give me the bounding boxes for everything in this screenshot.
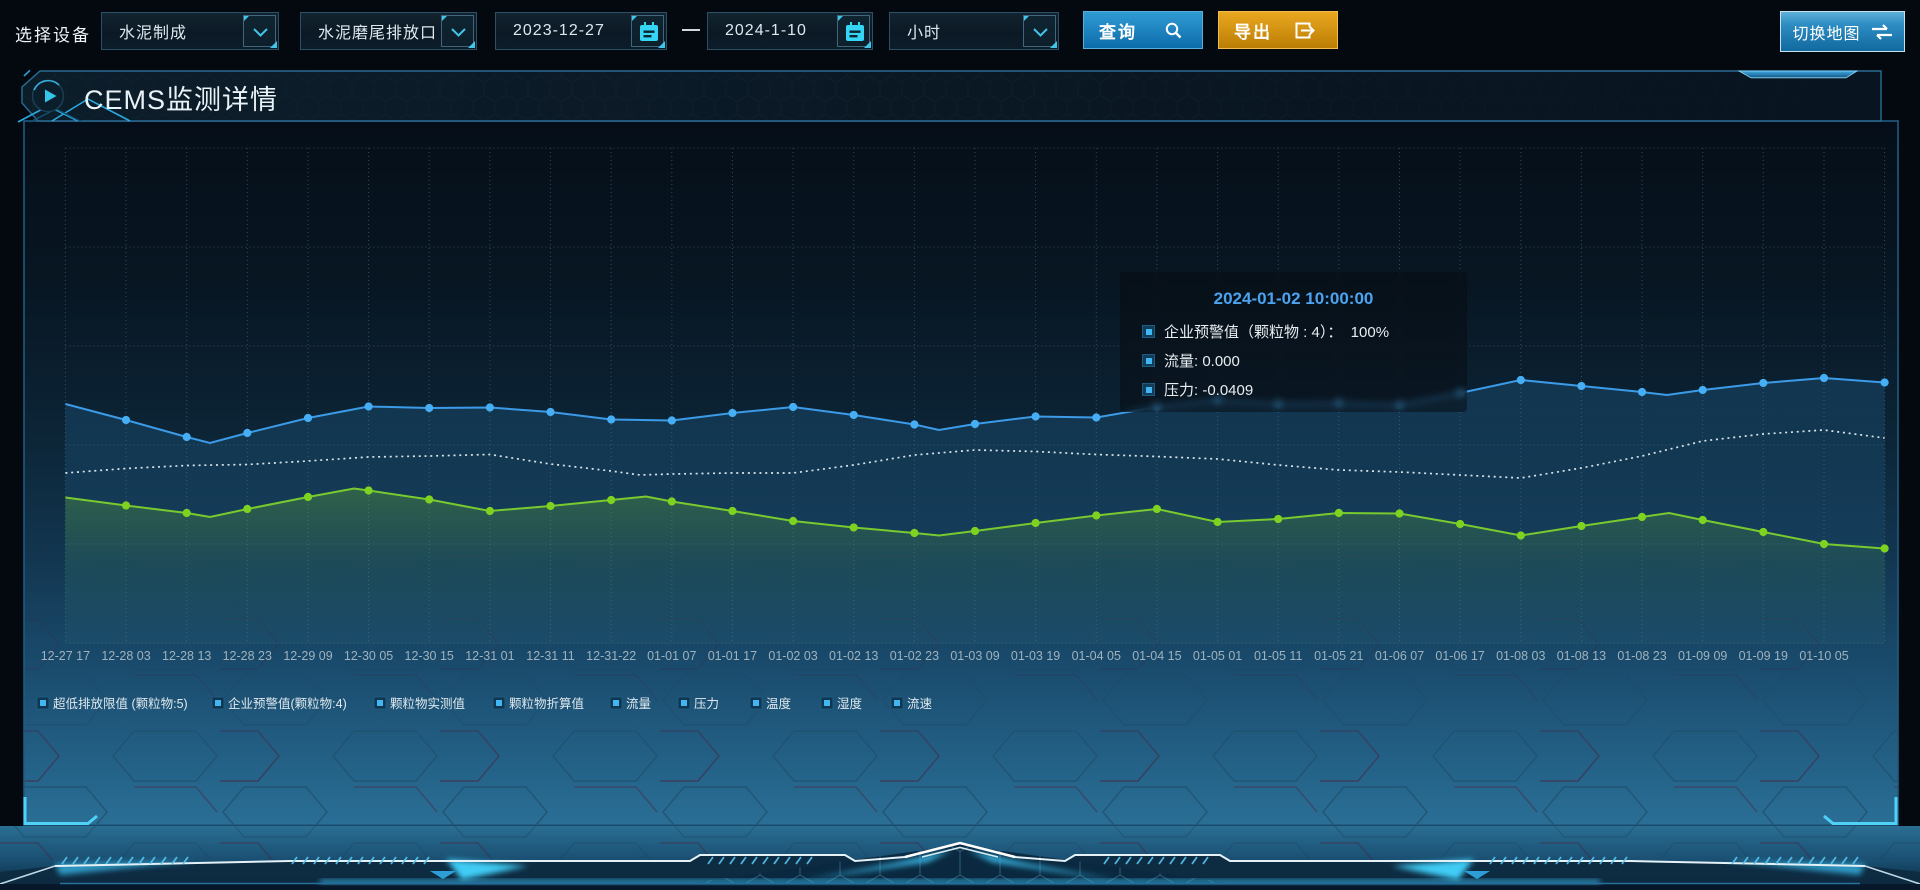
svg-text:01-09 09: 01-09 09 [1678,649,1727,663]
svg-text:01-01 07: 01-01 07 [647,649,696,663]
svg-text:01-03 09: 01-03 09 [950,649,999,663]
svg-text:12-28 03: 12-28 03 [101,649,150,663]
svg-text:颗粒物折算值: 颗粒物折算值 [509,696,584,711]
svg-text:12-31 01: 12-31 01 [465,649,514,663]
svg-text:01-04 15: 01-04 15 [1132,649,1181,663]
svg-text:12-28 13: 12-28 13 [162,649,211,663]
svg-text:企业预警值(颗粒物:4): 企业预警值(颗粒物:4) [228,696,347,711]
svg-text:01-02 13: 01-02 13 [829,649,878,663]
svg-text:12-27 17: 12-27 17 [41,649,90,663]
svg-text:12-31 11: 12-31 11 [526,649,574,663]
svg-text:颗粒物实测值: 颗粒物实测值 [390,696,465,711]
svg-text:01-03 19: 01-03 19 [1011,649,1060,663]
svg-text:01-05 11: 01-05 11 [1254,649,1302,663]
svg-text:01-08 13: 01-08 13 [1557,649,1606,663]
svg-text:流量: 流量 [626,697,651,711]
svg-text:01-05 01: 01-05 01 [1193,649,1242,663]
svg-text:01-06 17: 01-06 17 [1435,649,1484,663]
svg-text:12-29 09: 12-29 09 [283,649,332,663]
svg-text:流速: 流速 [907,697,933,711]
svg-text:12-30 15: 12-30 15 [405,649,454,663]
svg-text:01-08 23: 01-08 23 [1617,649,1666,663]
svg-text:01-10 05: 01-10 05 [1799,649,1848,663]
svg-text:温度: 温度 [766,696,792,711]
svg-text:压力: 压力 [694,697,719,711]
svg-text:01-06 07: 01-06 07 [1375,649,1424,663]
svg-text:12-30 05: 12-30 05 [344,649,393,663]
svg-text:01-02 03: 01-02 03 [768,649,817,663]
svg-text:超低排放限值 (颗粒物:5): 超低排放限值 (颗粒物:5) [53,696,188,711]
svg-text:01-04 05: 01-04 05 [1072,649,1121,663]
svg-text:湿度: 湿度 [837,696,863,711]
svg-text:12-28 23: 12-28 23 [223,649,272,663]
svg-text:01-05 21: 01-05 21 [1314,649,1363,663]
svg-text:01-08 03: 01-08 03 [1496,649,1545,663]
svg-text:01-01 17: 01-01 17 [708,649,757,663]
svg-text:01-02 23: 01-02 23 [890,649,939,663]
svg-text:12-31-22: 12-31-22 [586,649,636,663]
svg-text:01-09 19: 01-09 19 [1739,649,1788,663]
